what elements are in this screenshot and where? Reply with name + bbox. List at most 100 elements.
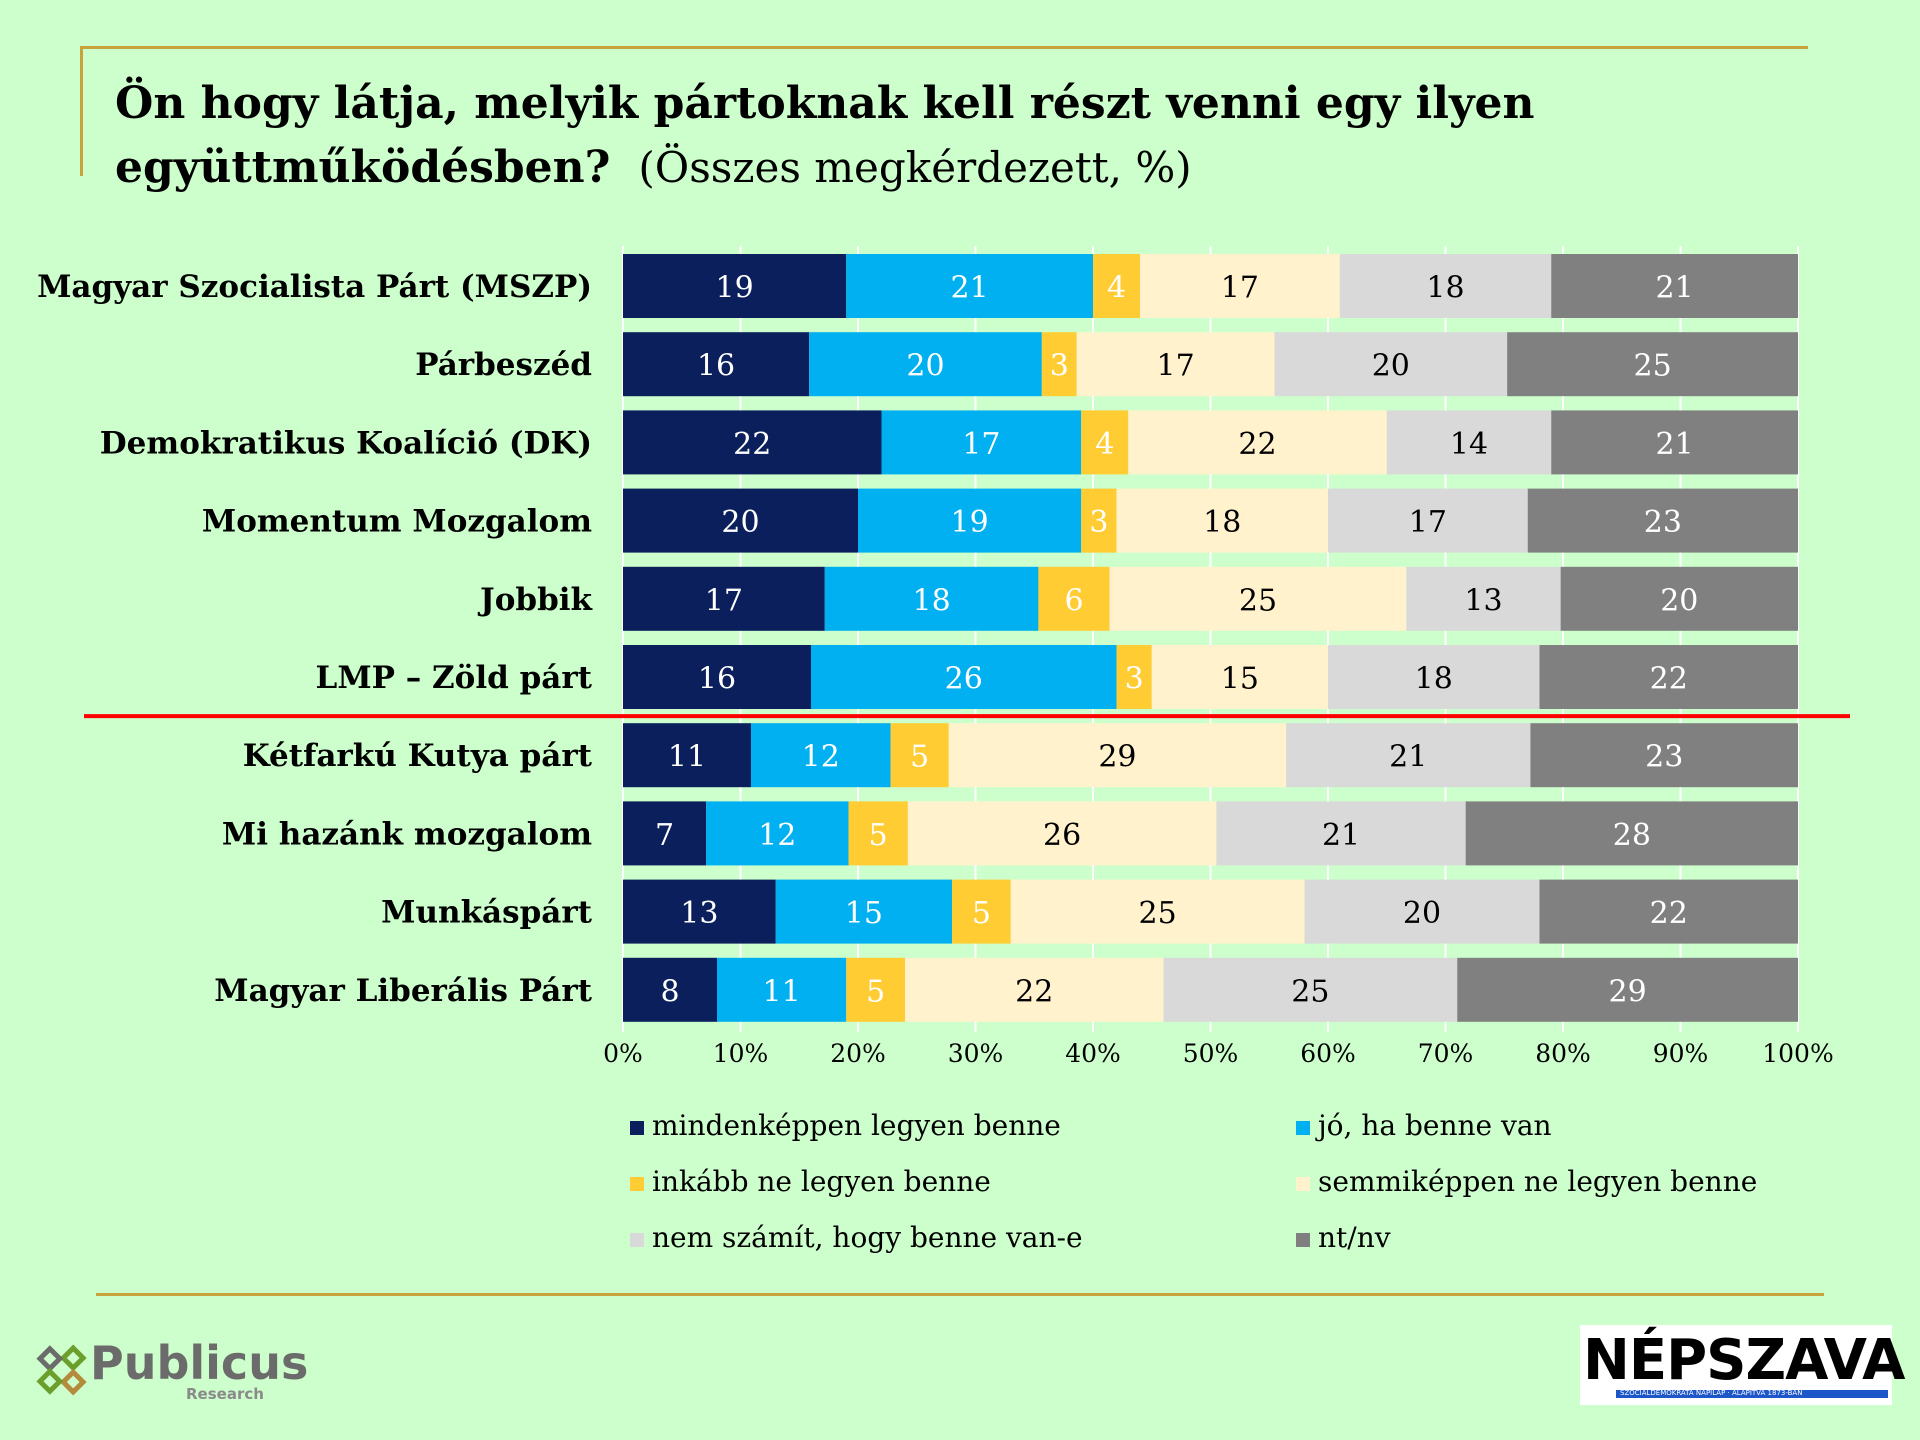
data-label: 21 [1656,271,1694,306]
data-label: 28 [1613,818,1651,853]
data-label: 18 [912,583,950,618]
bar-segment [1551,254,1798,318]
bar-segment [1386,410,1552,475]
data-label: 22 [1015,974,1053,1009]
data-label: 25 [1633,349,1671,384]
data-label: 22 [1238,427,1276,462]
bar-segment [824,566,1039,631]
bar-segment [1328,645,1540,709]
data-label: 25 [1139,896,1177,931]
stacked-bar-chart: 19 21 4 17 18 21 16 20 3 17 20 25 22 17 4 22 14 21 20 19 3 18… [37,246,1850,1254]
bar-segment [1328,488,1528,553]
data-label: 13 [1464,583,1502,618]
data-label: 22 [733,427,771,462]
bar-segment [623,801,707,866]
data-label: 5 [972,896,991,931]
publicus-logo-icon [36,1344,87,1396]
bar-segment [1151,645,1328,709]
x-axis-ticks: 0% 10% 20% 30% 40% 50% 60% 70% 80% 90% 100% [603,1039,1834,1068]
publicus-logo-subtext: Research [186,1385,264,1403]
legend-label: semmiképpen ne legyen benne [1318,1165,1757,1198]
bar-segment [1406,566,1561,631]
bar-segment [1163,957,1458,1022]
data-label: 20 [906,349,944,384]
x-tick-label: 90% [1653,1039,1709,1068]
bar-segment [1109,566,1407,631]
data-label: 17 [705,583,743,618]
data-label: 15 [845,896,883,931]
publicus-logo-text: Publicus [90,1336,309,1390]
data-label: 12 [802,740,840,775]
data-label: 21 [1322,818,1360,853]
category-label: Momentum Mozgalom [202,504,592,540]
category-label: Demokratikus Koalíció (DK) [100,425,592,461]
bar-segment [848,801,908,866]
bar-segment [881,410,1082,475]
chart-title: Ön hogy látja, melyik pártoknak kell rés… [115,72,1735,200]
category-label: Mi hazánk mozgalom [222,816,592,852]
bar-segment [775,879,952,944]
bar-segment [846,957,905,1022]
bar-segment [1286,723,1531,788]
legend-swatch [630,1233,644,1247]
category-label: Párbeszéd [415,347,592,383]
bar-segment [1527,488,1798,553]
category-label: Jobbik [477,582,593,618]
x-tick-label: 10% [713,1039,769,1068]
legend-label: inkább ne legyen benne [652,1165,991,1198]
x-tick-label: 70% [1418,1039,1474,1068]
nepszava-logo-text: NÉPSZAVA [1583,1328,1906,1393]
data-label: 16 [698,662,736,697]
bars: 19 21 4 17 18 21 16 20 3 17 20 25 22 17 4 22 14 21 20 19 3 18… [623,254,1798,1022]
frame-left-line [80,46,83,176]
legend-swatch [1296,1233,1310,1247]
data-label: 29 [1098,740,1136,775]
bar-segment [1216,801,1466,866]
bar-segment [1274,332,1508,397]
category-label: Magyar Liberális Párt [214,973,592,1009]
bar-segment [623,332,810,397]
bar-segment [1038,566,1110,631]
legend-swatch [1296,1121,1310,1135]
data-label: 11 [763,974,801,1009]
bar-segment [623,723,751,788]
bar-segment [952,879,1011,944]
data-label: 20 [721,505,759,540]
bar-segment [1116,488,1328,553]
data-label: 17 [962,427,1000,462]
nepszava-logo-tagline: SZOCIALDEMOKRATA NAPILAP · ALAPÍTVA 1873… [1620,1389,1803,1397]
bar-segment [750,723,891,788]
data-label: 4 [1107,271,1126,306]
x-tick-label: 20% [830,1039,886,1068]
x-tick-label: 50% [1183,1039,1239,1068]
data-label: 29 [1609,974,1647,1009]
data-label: 5 [910,740,929,775]
data-label: 26 [1043,818,1081,853]
legend-label: jó, ha benne van [1315,1109,1552,1142]
category-label: Munkáspárt [381,895,593,931]
bar-segment [1304,879,1540,944]
data-label: 22 [1650,662,1688,697]
bar-segment [623,957,717,1022]
data-label: 19 [716,271,754,306]
bar-segment [1465,801,1798,866]
frame-bottom-line [96,1293,1824,1296]
data-label: 18 [1203,505,1241,540]
data-label: 4 [1095,427,1114,462]
data-label: 20 [1403,896,1441,931]
bar-segment [907,801,1217,866]
bar-segment [706,801,849,866]
data-label: 20 [1660,583,1698,618]
data-label: 7 [655,818,674,853]
data-label: 21 [1389,740,1427,775]
data-label: 14 [1450,427,1488,462]
bar-segment [809,332,1042,397]
bar-segment [717,957,847,1022]
bar-segment [1530,723,1798,788]
data-label: 17 [1157,349,1195,384]
data-label: 22 [1650,896,1688,931]
bar-segment [1076,332,1275,397]
bar-segment [1093,254,1140,318]
data-label: 12 [758,818,796,853]
frame-top-line [80,46,1808,49]
